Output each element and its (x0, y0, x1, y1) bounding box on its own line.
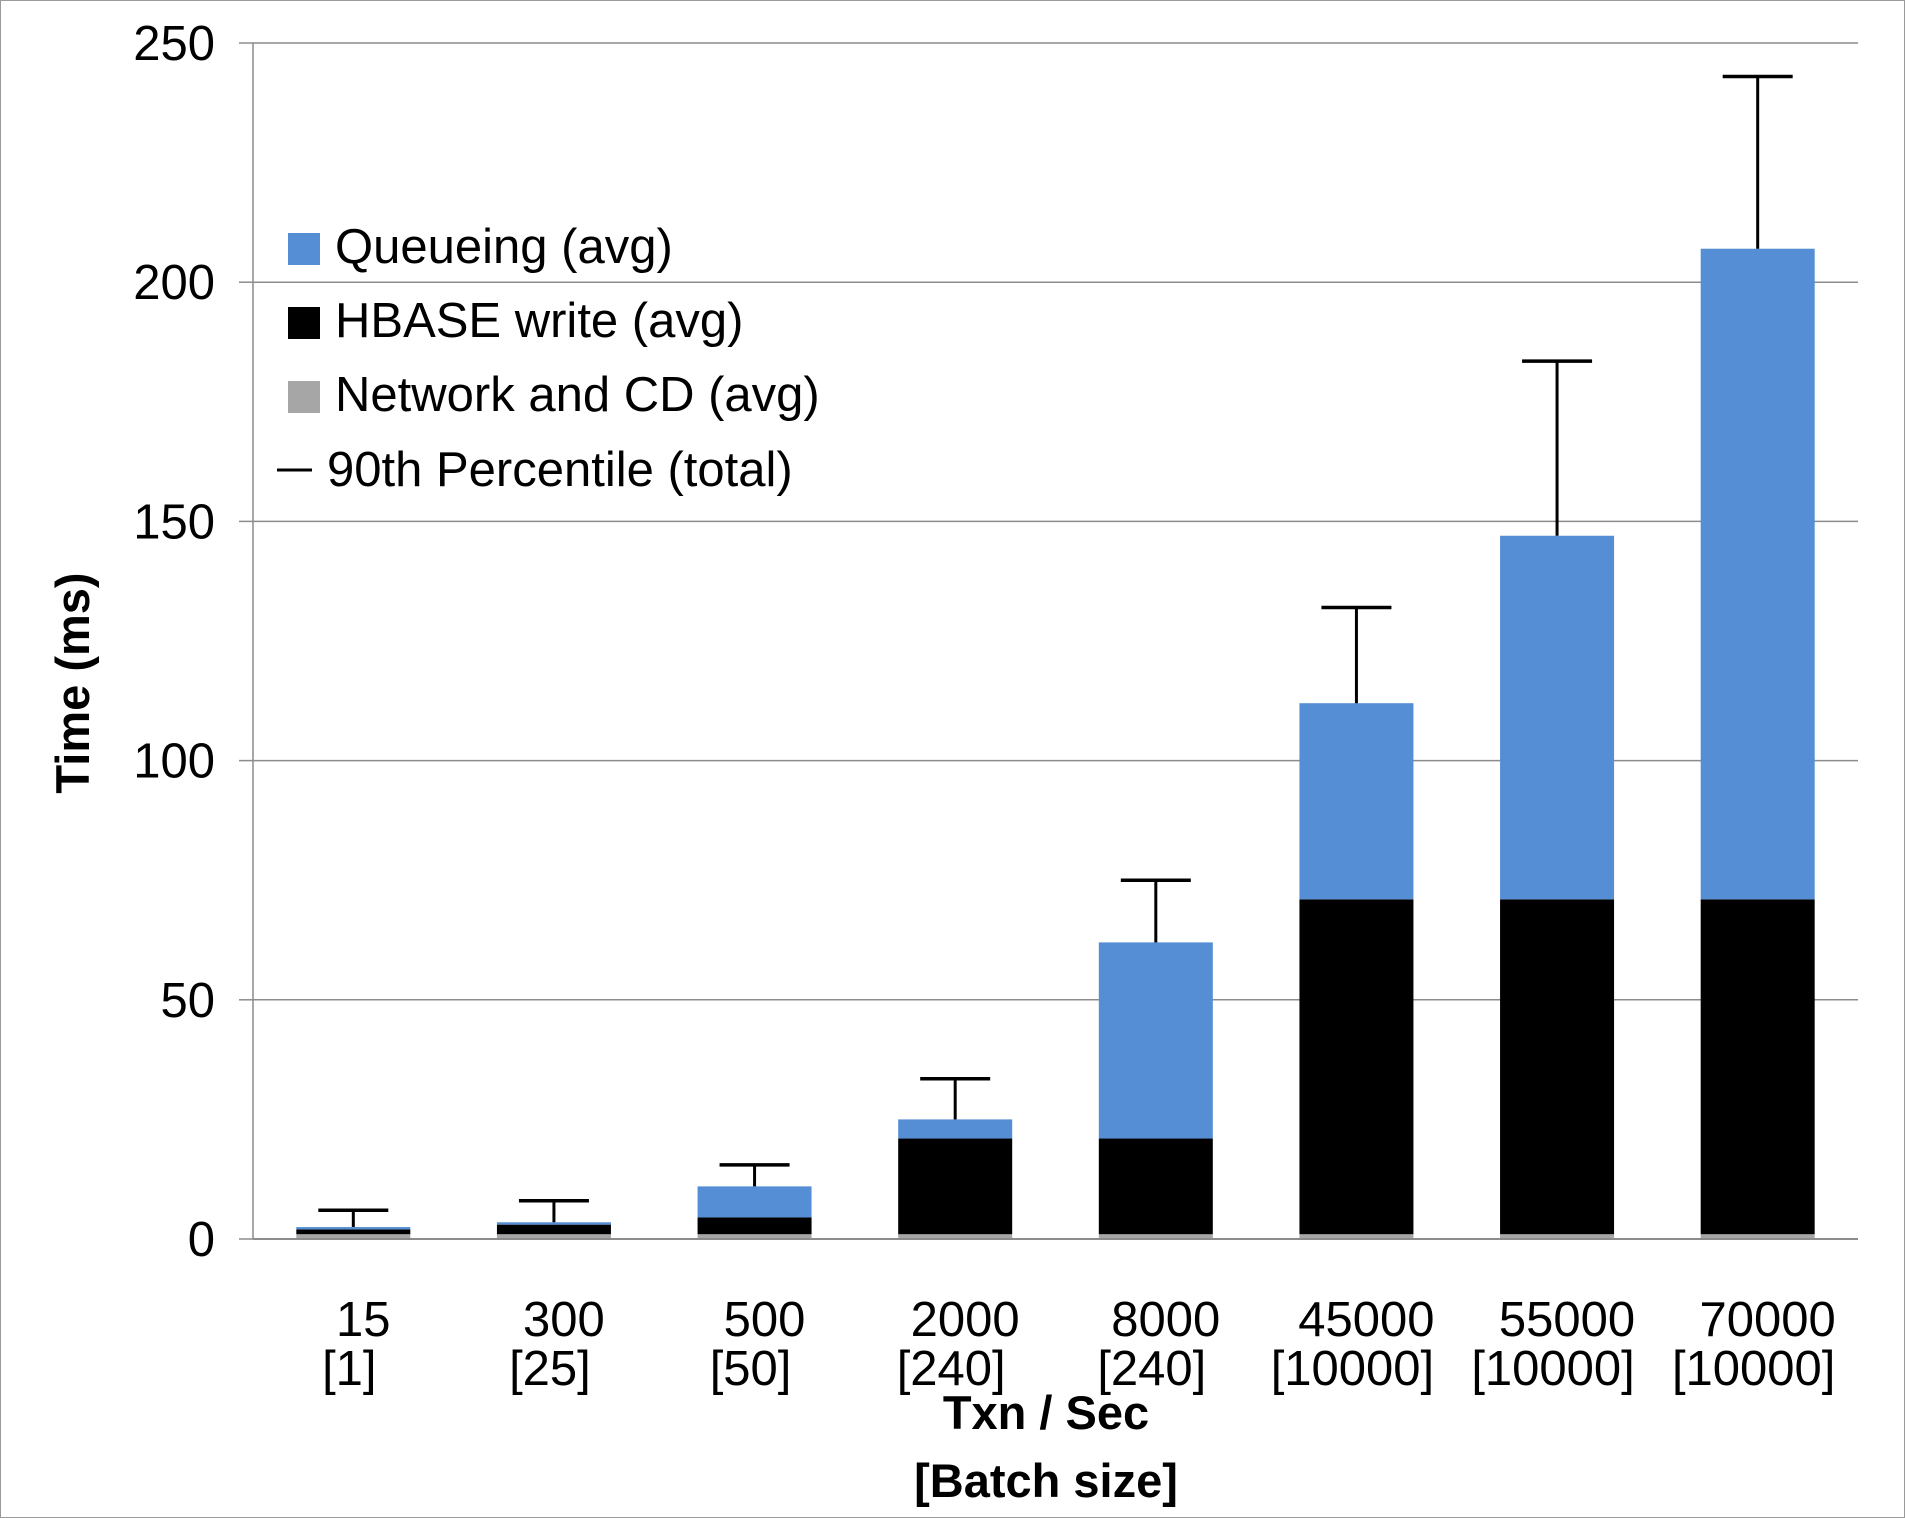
bar-segment-1-55000 (1500, 1234, 1615, 1239)
bar-segment-3-15 (296, 1227, 411, 1230)
y-axis-title: Time (ms) (46, 572, 99, 793)
bar-segment-2-300 (496, 1224, 611, 1235)
x-tick-batch-label-55000: [10000] (1471, 1342, 1635, 1396)
bar-segment-1-300 (496, 1234, 611, 1239)
y-tick-label-250: 250 (133, 17, 215, 71)
x-axis-title-line-2: [Batch size] (914, 1454, 1178, 1507)
bar-segment-2-500 (697, 1217, 812, 1235)
bar-segment-2-8000 (1098, 1138, 1213, 1235)
bar-segment-2-70000 (1700, 899, 1815, 1235)
bar-segment-1-2000 (898, 1234, 1013, 1239)
legend-label-1: Queueing (avg) (335, 220, 673, 274)
bar-segment-3-55000 (1500, 535, 1615, 900)
x-tick-label-15: 15 (336, 1293, 391, 1347)
x-axis-title-line-1: Txn / Sec (943, 1386, 1149, 1439)
error-bars (318, 74, 1793, 1228)
x-tick-batch-label-15: [1] (322, 1342, 376, 1396)
y-tick-label-100: 100 (133, 735, 215, 789)
x-tick-batch-label-300: [25] (509, 1342, 591, 1396)
bar-segment-3-70000 (1700, 248, 1815, 900)
bar-segment-3-45000 (1299, 703, 1414, 900)
bar-segment-1-15 (296, 1234, 411, 1239)
legend-swatch-1 (288, 233, 320, 265)
bar-segment-3-2000 (898, 1119, 1013, 1139)
legend: Queueing (avg) HBASE write (avg) Network a… (277, 220, 820, 497)
x-tick-label-55000: 55000 (1499, 1293, 1635, 1347)
x-tick-label-500: 500 (724, 1293, 806, 1347)
axes: 05010015020025015[1]300[25]500[50]2000[2… (133, 17, 1858, 1396)
y-tick-label-0: 0 (188, 1213, 215, 1267)
bar-segment-3-300 (496, 1222, 611, 1225)
legend-label-2: HBASE write (avg) (335, 294, 743, 348)
x-tick-label-70000: 70000 (1700, 1293, 1836, 1347)
x-tick-label-2000: 2000 (911, 1293, 1020, 1347)
x-tick-batch-label-8000: [240] (1097, 1342, 1206, 1396)
bars (296, 248, 1815, 1239)
x-tick-batch-label-70000: [10000] (1672, 1342, 1836, 1396)
bar-segment-2-45000 (1299, 899, 1414, 1235)
bar-segment-1-8000 (1098, 1234, 1213, 1239)
legend-swatch-2 (288, 307, 320, 339)
y-tick-label-150: 150 (133, 495, 215, 549)
legend-swatch-3 (288, 381, 320, 413)
bar-segment-2-55000 (1500, 899, 1615, 1235)
bar-segment-2-15 (296, 1229, 411, 1235)
legend-label-3: Network and CD (avg) (335, 368, 820, 422)
x-tick-batch-label-45000: [10000] (1271, 1342, 1435, 1396)
y-tick-label-50: 50 (160, 974, 215, 1028)
bar-segment-1-500 (697, 1234, 812, 1239)
x-tick-batch-label-2000: [240] (897, 1342, 1006, 1396)
legend-label-4: 90th Percentile (total) (327, 443, 793, 497)
x-tick-label-8000: 8000 (1111, 1293, 1220, 1347)
x-tick-batch-label-500: [50] (710, 1342, 792, 1396)
x-tick-label-300: 300 (523, 1293, 605, 1347)
bar-segment-3-500 (697, 1186, 812, 1218)
x-tick-label-45000: 45000 (1298, 1293, 1434, 1347)
bar-segment-1-70000 (1700, 1234, 1815, 1239)
y-tick-label-200: 200 (133, 256, 215, 310)
bar-segment-1-45000 (1299, 1234, 1414, 1239)
bar-segment-3-8000 (1098, 942, 1213, 1139)
bar-segment-2-2000 (898, 1138, 1013, 1235)
